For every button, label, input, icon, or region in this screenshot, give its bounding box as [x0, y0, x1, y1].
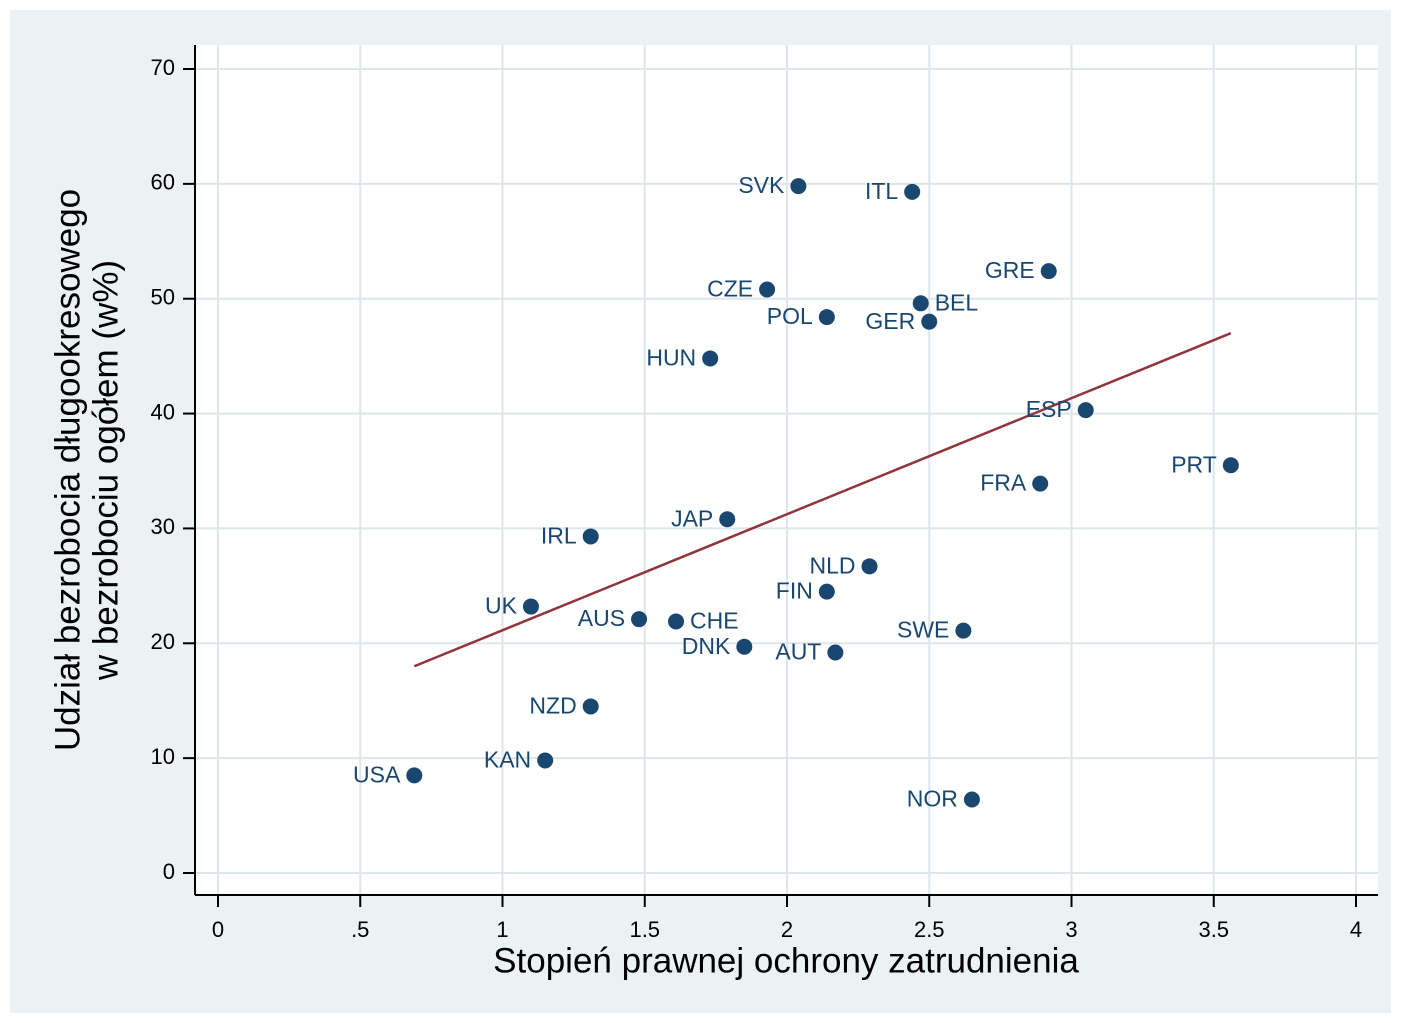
point	[719, 511, 736, 528]
x-tick-label: 1	[496, 917, 508, 942]
y-tick-label: 10	[151, 744, 175, 769]
fit-line	[413, 332, 1232, 668]
point	[921, 313, 938, 330]
point	[537, 752, 554, 769]
y-axis-title-line: Udział bezrobocia długookresowego	[48, 189, 87, 751]
point-label: KAN	[484, 747, 531, 773]
point-label: GRE	[985, 257, 1035, 283]
point-label: CHE	[690, 608, 739, 634]
x-tick-label: 1.5	[629, 917, 660, 942]
point-label: IRL	[541, 523, 577, 549]
point-label: ITL	[865, 178, 898, 204]
y-tick-label: 50	[151, 285, 175, 310]
y-tick-label: 40	[151, 399, 175, 424]
y-axis-title: Udział bezrobocia długookresowego w bezr…	[48, 189, 125, 751]
point	[818, 583, 835, 600]
point-label: CZE	[707, 276, 753, 302]
point-label: UK	[485, 593, 518, 619]
point	[904, 183, 921, 200]
y-tick-label: 60	[151, 170, 175, 195]
point-label: AUT	[775, 639, 821, 665]
point	[1032, 475, 1049, 492]
x-tick-label: 3.5	[1198, 917, 1229, 942]
point-label: PRT	[1171, 451, 1217, 477]
point	[955, 622, 972, 639]
point	[522, 598, 539, 615]
point	[818, 309, 835, 326]
point	[790, 178, 807, 195]
point-label: SWE	[897, 617, 949, 643]
x-tick-label: 0	[212, 917, 224, 942]
point	[631, 611, 648, 628]
grid	[195, 45, 1378, 895]
x-tick-label: .5	[351, 917, 369, 942]
point-label: ESP	[1026, 396, 1072, 422]
y-tick-label: 0	[163, 859, 175, 884]
x-tick-label: 2	[781, 917, 793, 942]
x-axis-title: Stopień prawnej ochrony zatrudnienia	[493, 941, 1079, 980]
point	[759, 281, 776, 298]
point-label: NLD	[809, 552, 855, 578]
point	[827, 644, 844, 661]
point	[702, 350, 719, 367]
point-label: HUN	[646, 345, 696, 371]
x-tick-label: 3	[1065, 917, 1077, 942]
point-label: DNK	[682, 633, 731, 659]
point-label: JAP	[671, 505, 713, 531]
point-label: POL	[767, 303, 813, 329]
point	[1222, 457, 1239, 474]
point-label: FIN	[776, 578, 813, 604]
x-tick-label: 2.5	[914, 917, 945, 942]
y-tick-label: 70	[151, 55, 175, 80]
point	[1040, 263, 1057, 280]
point-label: BEL	[935, 289, 979, 315]
point-label: NZD	[529, 693, 576, 719]
point	[668, 613, 685, 630]
point	[912, 295, 929, 312]
point	[1077, 402, 1094, 419]
y-tick-label: 30	[151, 514, 175, 539]
point-label: FRA	[980, 470, 1027, 496]
point-label: GER	[865, 308, 915, 334]
x-tick-label: 4	[1350, 917, 1362, 942]
point	[736, 638, 753, 655]
point	[861, 558, 878, 575]
point	[406, 767, 423, 784]
marks: SVK ITL GRE CZE BEL POL GER HUN ESP PRT FRA JAP IRL N…	[353, 172, 1239, 812]
y-axis-title-line: w bezrobociu ogółem (w%)	[86, 260, 125, 681]
point	[963, 791, 980, 808]
point	[582, 698, 599, 715]
point-label: AUS	[578, 605, 625, 631]
point-label: NOR	[907, 786, 958, 812]
point-label: USA	[353, 761, 401, 787]
y-tick-label: 20	[151, 629, 175, 654]
point-label: SVK	[738, 172, 785, 198]
point	[582, 528, 599, 545]
